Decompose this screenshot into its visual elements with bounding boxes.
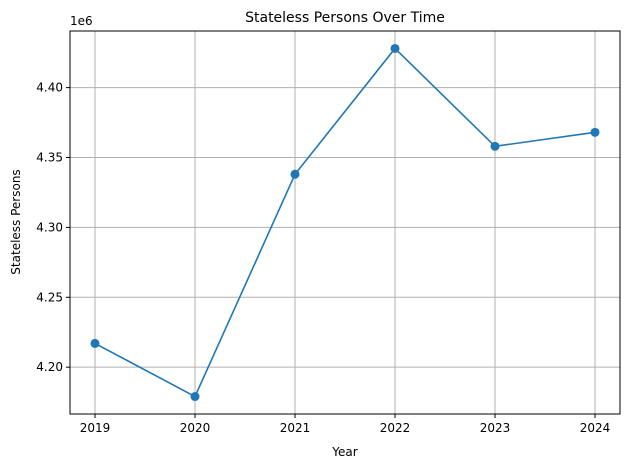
y-tick-label: 4.25: [36, 290, 63, 304]
x-axis-ticks: 2019 2020 2021 2022 2023 2024: [80, 414, 611, 435]
x-axis-label: Year: [331, 445, 357, 459]
x-tick-label: 2021: [280, 421, 311, 435]
data-point: [590, 127, 600, 137]
y-axis-offset-label: 1e6: [70, 14, 93, 28]
data-point: [290, 169, 300, 179]
x-tick-label: 2020: [180, 421, 211, 435]
y-tick-label: 4.35: [36, 151, 63, 165]
data-point: [490, 141, 500, 151]
series-layer: [90, 43, 600, 402]
y-axis-ticks: 4.20 4.25 4.30 4.35 4.40: [36, 81, 70, 374]
data-point: [90, 338, 100, 348]
grid-lines: [70, 31, 620, 414]
x-tick-label: 2022: [380, 421, 411, 435]
chart-title: Stateless Persons Over Time: [245, 10, 445, 26]
plot-area-frame: [69, 30, 621, 415]
y-tick-label: 4.30: [36, 220, 63, 234]
x-tick-label: 2023: [480, 421, 511, 435]
y-axis-label: Stateless Persons: [9, 169, 23, 274]
series-line: [94, 47, 596, 398]
y-tick-label: 4.20: [36, 360, 63, 374]
data-point: [190, 392, 200, 402]
x-tick-label: 2024: [580, 421, 611, 435]
x-tick-label: 2019: [80, 421, 111, 435]
data-point: [390, 43, 400, 53]
y-tick-label: 4.40: [36, 81, 63, 95]
